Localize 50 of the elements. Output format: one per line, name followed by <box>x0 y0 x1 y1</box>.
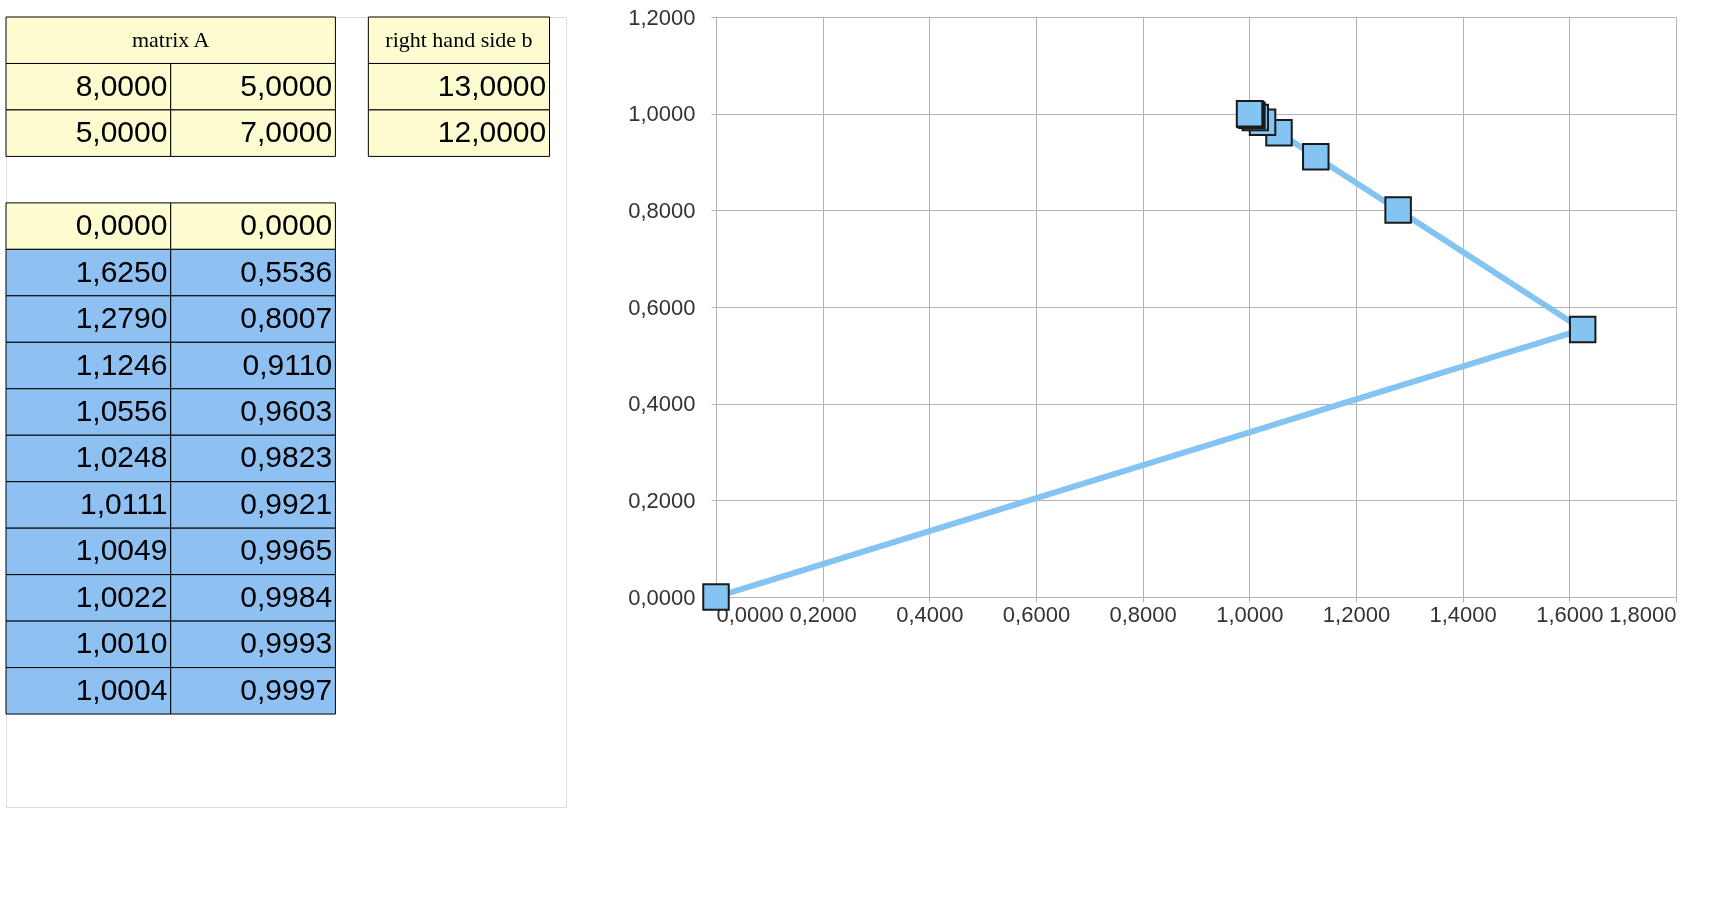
text: 0,9984 <box>240 579 333 613</box>
text: 0,9997 <box>240 672 333 706</box>
x-tick-label: 0,0000 <box>716 601 784 627</box>
text: 1,0049 <box>75 533 168 567</box>
text: 5,0000 <box>240 68 333 102</box>
x-tick-label: 0,6000 <box>1002 601 1071 627</box>
point <box>1302 142 1330 171</box>
text: 0,0000 <box>75 208 168 242</box>
text: 0,9965 <box>240 533 333 567</box>
text: 1,0248 <box>75 440 168 474</box>
x-tick-label: 0,8000 <box>1109 601 1177 627</box>
text: 1,1246 <box>75 347 168 381</box>
x-tick-label: 0,4000 <box>896 601 964 627</box>
text: 0,9110 <box>242 347 333 381</box>
text: 0,9993 <box>240 626 333 660</box>
y-tick-label: 1,2000 <box>628 4 696 30</box>
text: 1,6250 <box>75 254 168 288</box>
text: 1,0004 <box>75 672 168 706</box>
text: 1,0010 <box>75 626 168 660</box>
text: 1,0111 <box>80 486 168 520</box>
text: 0,9921 <box>240 486 333 520</box>
text: 1,0556 <box>75 394 168 427</box>
text: 13,0000 <box>437 68 547 102</box>
text: 0,8007 <box>240 301 333 335</box>
text: 8,0000 <box>75 68 168 102</box>
x-tick-label: 1,0000 <box>1216 601 1284 627</box>
y-tick-label: 0,4000 <box>628 391 696 417</box>
x-tick-label: 1,6000 <box>1536 601 1604 627</box>
x-tick-label: 1,2000 <box>1322 601 1391 627</box>
x-tick-label: 1,8000 <box>1609 601 1677 627</box>
x-tick-label: 0,2000 <box>789 601 857 627</box>
text: matrix A <box>131 27 210 53</box>
text: 0,5536 <box>240 254 333 288</box>
y-tick-label: 0,8000 <box>628 197 696 223</box>
text: 0,0000 <box>240 208 333 242</box>
y-tick-label: 1,0000 <box>628 101 696 127</box>
x-tick-label: 1,4000 <box>1429 601 1497 627</box>
text: 12,0000 <box>437 115 547 149</box>
point <box>1568 315 1597 344</box>
text: 1,0022 <box>75 579 168 613</box>
text: 1,2790 <box>75 301 168 335</box>
text: 5,0000 <box>75 115 168 149</box>
y-tick-label: 0,6000 <box>628 294 696 320</box>
point <box>1384 196 1412 224</box>
y-tick-label: 0,0000 <box>628 584 696 610</box>
text: 0,9823 <box>240 440 333 474</box>
text: 7,0000 <box>240 115 333 149</box>
y-tick-label: 0,2000 <box>628 487 696 513</box>
text: right hand side b <box>385 27 533 53</box>
text: 0,9603 <box>240 394 333 427</box>
